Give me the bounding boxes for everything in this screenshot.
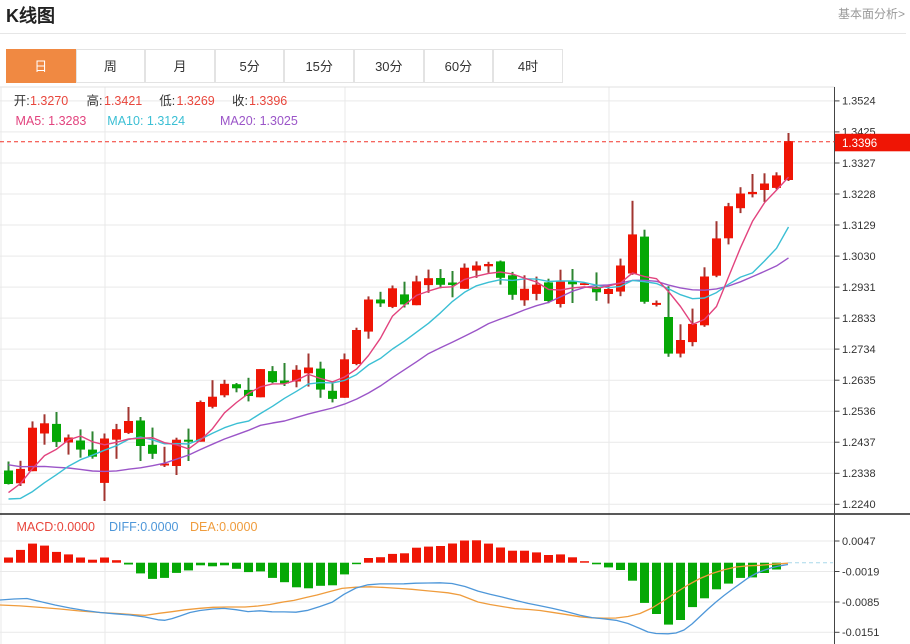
svg-text:1.2833: 1.2833 <box>842 313 876 325</box>
svg-text:1.3228: 1.3228 <box>842 189 876 201</box>
svg-text:1.3396: 1.3396 <box>842 138 877 150</box>
svg-text:1.3524: 1.3524 <box>842 96 876 108</box>
svg-text:1.3327: 1.3327 <box>842 158 876 170</box>
svg-text:0.0047: 0.0047 <box>842 536 876 548</box>
svg-text:1.2437: 1.2437 <box>842 437 876 449</box>
svg-text:1.3421: 1.3421 <box>104 94 142 108</box>
svg-text:DIFF:0.0000: DIFF:0.0000 <box>109 520 179 534</box>
svg-text:1.2338: 1.2338 <box>842 468 876 480</box>
svg-text:MA10: 1.3124: MA10: 1.3124 <box>107 114 185 128</box>
svg-text:-0.0085: -0.0085 <box>842 597 879 609</box>
svg-text:收:: 收: <box>232 94 248 108</box>
svg-text:-0.0019: -0.0019 <box>842 566 879 578</box>
svg-text:MACD:0.0000: MACD:0.0000 <box>17 520 96 534</box>
svg-text:1.3396: 1.3396 <box>249 94 287 108</box>
svg-text:1.3030: 1.3030 <box>842 251 876 263</box>
svg-text:DEA:0.0000: DEA:0.0000 <box>190 520 257 534</box>
svg-text:1.2240: 1.2240 <box>842 499 876 511</box>
svg-text:开:: 开: <box>14 94 30 108</box>
svg-text:1.2635: 1.2635 <box>842 375 876 387</box>
svg-text:-0.0151: -0.0151 <box>842 627 879 639</box>
svg-text:低:: 低: <box>159 94 175 108</box>
svg-text:1.3269: 1.3269 <box>177 94 215 108</box>
svg-text:高:: 高: <box>87 93 103 108</box>
svg-text:1.2536: 1.2536 <box>842 406 876 418</box>
svg-text:1.2931: 1.2931 <box>842 282 876 294</box>
svg-text:1.3129: 1.3129 <box>842 220 876 232</box>
svg-text:MA5: 1.3283: MA5: 1.3283 <box>16 114 87 128</box>
svg-text:MA20: 1.3025: MA20: 1.3025 <box>220 114 298 128</box>
svg-text:1.3270: 1.3270 <box>30 94 68 108</box>
svg-text:1.2734: 1.2734 <box>842 344 876 356</box>
